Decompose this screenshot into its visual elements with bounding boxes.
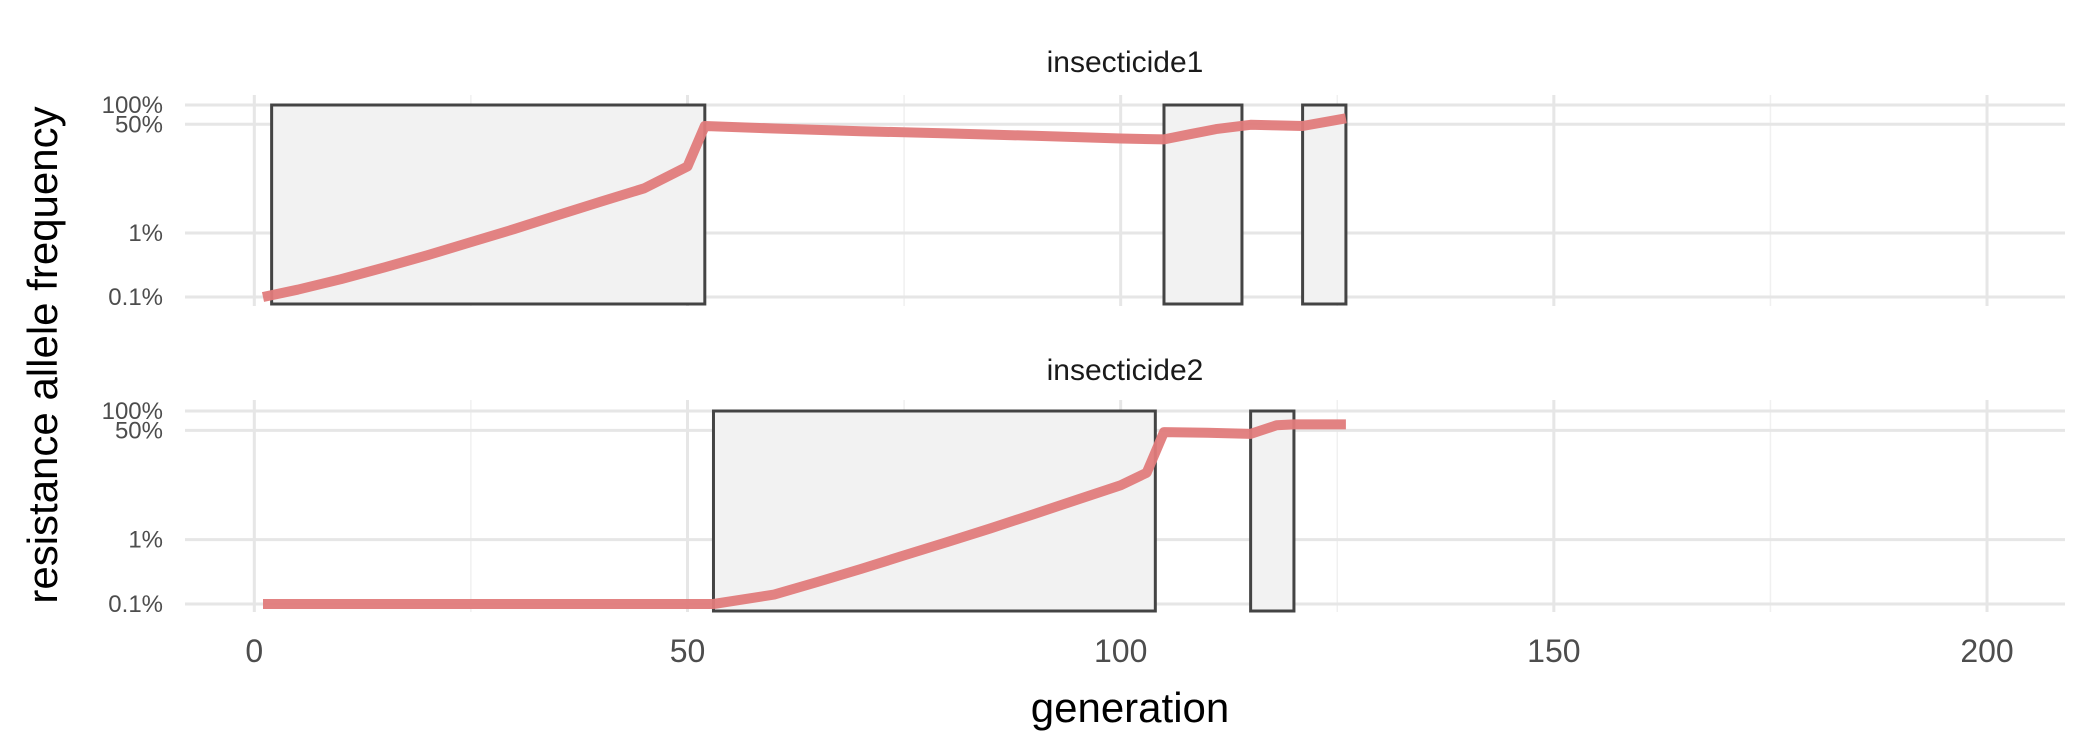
y-tick-label: 0.1%	[108, 284, 163, 311]
y-tick-label: 100%	[102, 92, 163, 119]
x-tick-label: 150	[1527, 633, 1580, 669]
use-period-rect	[270, 103, 707, 306]
x-axis: 0 50 100 150 200	[245, 633, 2013, 669]
x-tick-label: 200	[1960, 633, 2013, 669]
chart-panels: insecticide10.1%1%50%100%insecticide20.1…	[102, 46, 2065, 618]
use-period-rect	[1249, 409, 1296, 613]
use-period-rect	[711, 409, 1157, 613]
x-tick-label: 100	[1094, 633, 1147, 669]
series-line	[263, 419, 1346, 609]
y-tick-label: 50%	[115, 417, 163, 444]
y-tick-label: 1%	[128, 220, 163, 247]
y-tick-label: 1%	[128, 527, 163, 554]
panel-1: insecticide1 0.1% 1% 50%100%	[102, 46, 2065, 311]
y-axis-title: resistance allele frequency	[19, 106, 66, 603]
use-period-rect	[1301, 103, 1348, 306]
x-tick-label: 0	[245, 633, 263, 669]
panel-title: insecticide2	[1047, 354, 1204, 387]
x-tick-label: 50	[670, 633, 706, 669]
series-line	[261, 113, 1347, 302]
y-tick-label: 100%	[102, 398, 163, 425]
y-tick-label: 0.1%	[108, 591, 163, 618]
x-axis-title: generation	[1031, 684, 1230, 731]
panel-title: insecticide1	[1047, 46, 1204, 79]
y-tick-label: 50%	[115, 111, 163, 138]
panel-2: insecticide2 0.1% 1% 50%100%	[102, 354, 2065, 618]
